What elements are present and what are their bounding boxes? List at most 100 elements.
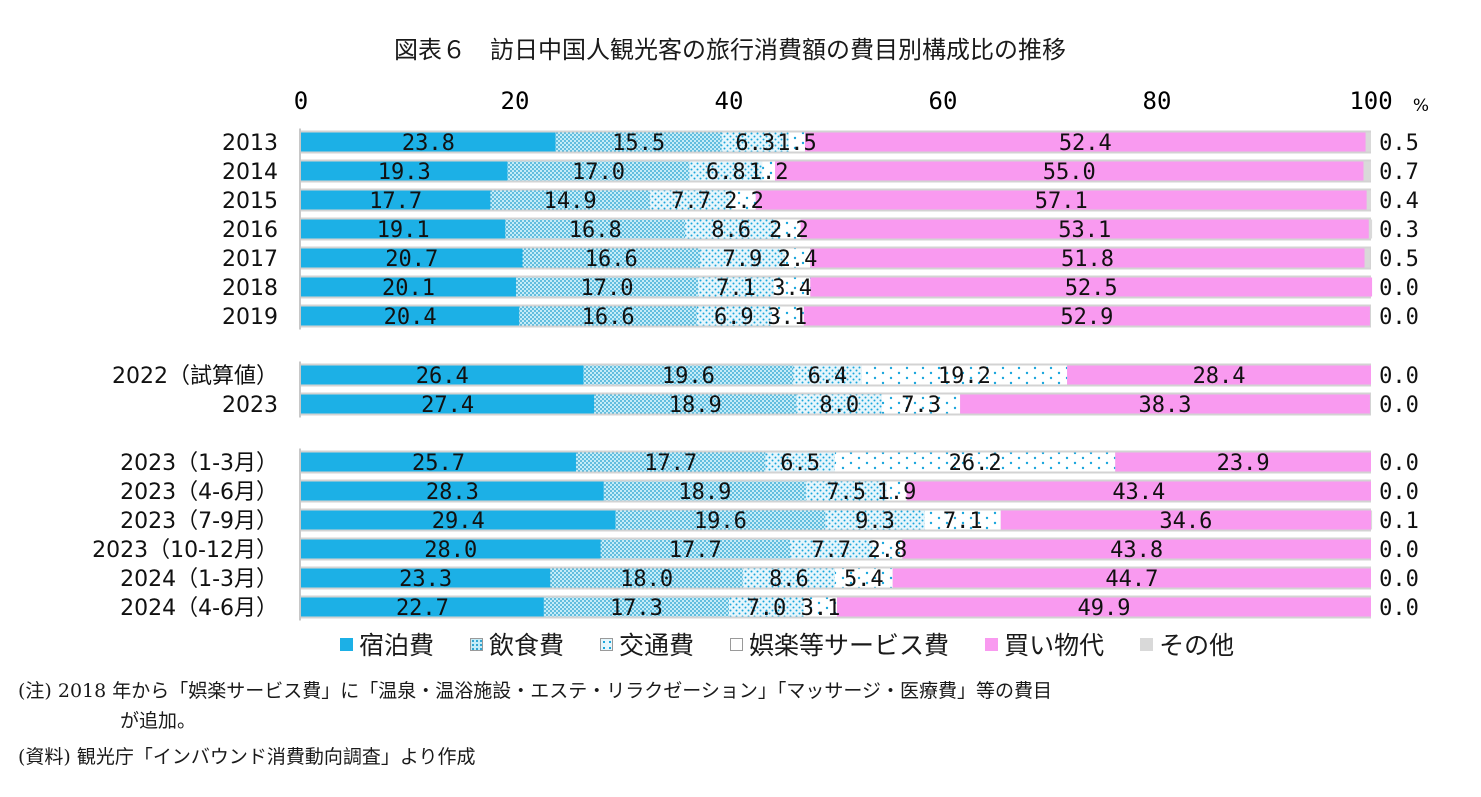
data-label: 8.6 (769, 567, 809, 592)
data-label: 52.4 (1059, 131, 1112, 156)
data-label: 9.3 (855, 509, 895, 534)
bar-segment-0 (301, 365, 584, 385)
bar-segment-1 (555, 132, 722, 152)
data-label: 0.0 (1379, 596, 1419, 621)
category-label: 2023 (222, 393, 278, 418)
bar-segment-1 (594, 394, 797, 414)
bar-segment-4 (800, 219, 1369, 239)
data-label: 8.6 (711, 218, 751, 243)
data-label: 18.9 (669, 393, 722, 418)
bar-segment-3 (773, 277, 811, 297)
bar-segment-1 (507, 161, 690, 181)
category-label: 2018 (222, 276, 278, 301)
note-line-2: が追加。 (120, 710, 197, 732)
bar-segment-2 (721, 132, 789, 152)
data-label: 19.2 (938, 364, 991, 389)
bar-segment-5 (1364, 248, 1370, 268)
bar-segment-4 (837, 597, 1371, 617)
data-label: 7.5 (826, 480, 866, 505)
data-label: 1.5 (777, 131, 817, 156)
data-label: 7.7 (811, 538, 851, 563)
data-label: 23.3 (399, 567, 452, 592)
category-label: 2015 (222, 189, 278, 214)
bar-segment-0 (301, 306, 520, 326)
data-label: 20.7 (385, 247, 438, 272)
data-label: 26.4 (416, 364, 469, 389)
bar-segment-0 (301, 248, 523, 268)
data-label: 23.9 (1217, 451, 1270, 476)
bar-segment-0 (301, 510, 616, 530)
data-label: 43.4 (1112, 480, 1165, 505)
x-axis-unit: % (1413, 96, 1429, 116)
data-label: 19.6 (694, 509, 747, 534)
bar-segment-4 (1067, 365, 1371, 385)
bar-segment-0 (301, 219, 506, 239)
bar-segment-2 (765, 452, 835, 472)
bar-segment-2 (789, 539, 873, 559)
data-label: 7.1 (943, 509, 983, 534)
bar-segment-3 (872, 539, 903, 559)
data-label: 0.1 (1379, 509, 1419, 534)
data-label: 15.5 (612, 131, 665, 156)
legend-item: 買い物代 (985, 626, 1104, 662)
legend-swatch (985, 637, 999, 651)
bar-segment-3 (784, 248, 811, 268)
bar-segment-4 (960, 394, 1370, 414)
data-label: 0.7 (1379, 160, 1419, 185)
data-label: 6.4 (808, 364, 848, 389)
legend-label: 飲食費 (489, 631, 565, 660)
bar-segment-2 (729, 597, 804, 617)
category-label: 2023（4-6月） (120, 480, 278, 505)
legend-swatch (600, 637, 614, 651)
x-tick-label: 80 (1143, 87, 1172, 115)
data-label: 43.8 (1110, 538, 1163, 563)
data-label: 0.0 (1379, 451, 1419, 476)
data-label: 17.7 (669, 538, 722, 563)
data-label: 7.0 (747, 596, 787, 621)
data-label: 28.4 (1193, 364, 1246, 389)
data-label: 5.4 (844, 567, 884, 592)
x-tick-label: 0 (294, 87, 308, 115)
data-label: 0.5 (1379, 131, 1419, 156)
data-label: 25.7 (412, 451, 465, 476)
bar-segment-4 (755, 190, 1367, 210)
bar-segment-0 (301, 132, 556, 152)
data-label: 19.6 (662, 364, 715, 389)
category-label: 2023（7-9月） (120, 509, 278, 534)
bar-segment-3 (886, 481, 907, 501)
data-label: 0.0 (1379, 393, 1419, 418)
bar-segment-1 (522, 248, 701, 268)
data-label: 2.2 (724, 189, 764, 214)
data-label: 0.0 (1379, 480, 1419, 505)
bar-segment-2 (649, 190, 733, 210)
x-tick-label: 20 (501, 87, 530, 115)
legend-item: 娯楽等サービス費 (730, 626, 949, 662)
data-label: 17.0 (572, 160, 625, 185)
category-label: 2017 (222, 247, 278, 272)
category-label: 2019 (222, 305, 278, 330)
data-label: 19.3 (378, 160, 431, 185)
legend-item: その他 (1140, 626, 1234, 662)
bar-segment-4 (775, 161, 1364, 181)
data-label: 34.6 (1159, 509, 1212, 534)
data-label: 1.9 (877, 480, 917, 505)
legend-label: 交通費 (619, 631, 695, 660)
data-label: 3.1 (801, 596, 841, 621)
bar-segment-4 (902, 539, 1371, 559)
bar-segment-2 (697, 277, 774, 297)
data-label: 26.2 (949, 451, 1002, 476)
bar-segment-3 (924, 510, 1001, 530)
legend-swatch (1140, 637, 1154, 651)
data-label: 0.4 (1379, 189, 1419, 214)
x-tick-label: 60 (929, 87, 958, 115)
data-label: 2.8 (867, 538, 907, 563)
bar-segment-4 (810, 277, 1373, 297)
chart-legend: 宿泊費 飲食費 交通費 娯楽等サービス費 買い物代 その他 (340, 626, 1234, 662)
legend-label: 買い物代 (1004, 631, 1105, 660)
bar-segment-5 (1365, 132, 1371, 152)
bar-segment-3 (788, 132, 805, 152)
category-label: 2016 (222, 218, 278, 243)
bar-segment-0 (301, 597, 544, 617)
data-label: 3.1 (767, 305, 807, 330)
bar-segment-3 (770, 306, 804, 326)
